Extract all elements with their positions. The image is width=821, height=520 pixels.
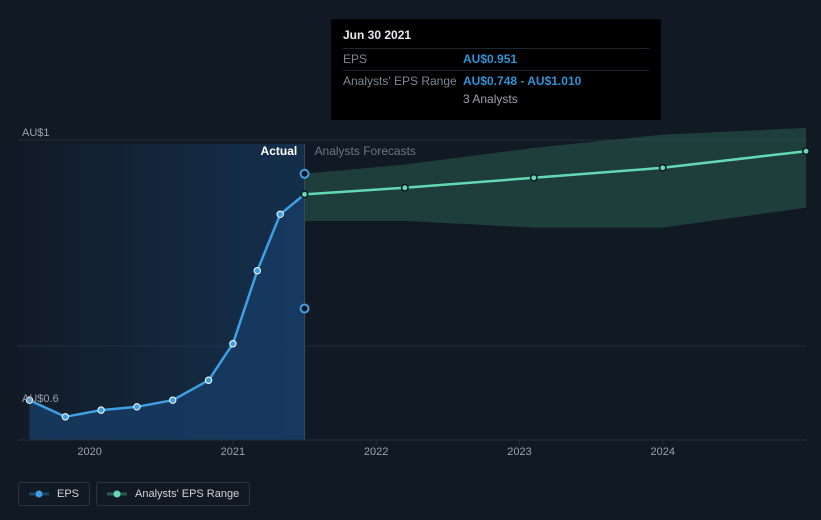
x-axis-tick: 2022	[364, 446, 388, 458]
y-axis-label-top: AU$1	[22, 127, 50, 139]
x-axis-tick: 2021	[221, 446, 245, 458]
x-axis-tick: 2024	[650, 446, 674, 458]
legend-swatch-eps	[29, 490, 49, 498]
tooltip-range-value: AU$0.748 - AU$1.010	[463, 74, 581, 88]
y-axis-label-bottom: AU$0.6	[22, 393, 59, 405]
tooltip-range-sub: 3 Analysts	[463, 91, 649, 108]
legend-item-eps[interactable]: EPS	[18, 482, 90, 506]
tooltip-row-value: AU$0.748 - AU$1.010 3 Analysts	[463, 70, 649, 110]
chart-tooltip: Jun 30 2021 EPS AU$0.951 Analysts' EPS R…	[331, 19, 661, 120]
legend-label: Analysts' EPS Range	[135, 488, 239, 500]
tooltip-row: EPS AU$0.951	[343, 48, 649, 70]
tooltip-date: Jun 30 2021	[343, 27, 649, 44]
chart-legend: EPS Analysts' EPS Range	[18, 482, 250, 506]
section-label-forecast: Analysts Forecasts	[315, 144, 416, 158]
tooltip-row-value: AU$0.951	[463, 48, 649, 70]
x-axis-tick: 2023	[507, 446, 531, 458]
legend-swatch-range	[107, 490, 127, 498]
section-label-actual: Actual	[261, 144, 298, 158]
tooltip-row-label: Analysts' EPS Range	[343, 70, 463, 110]
x-axis-tick: 2020	[77, 446, 101, 458]
tooltip-row-label: EPS	[343, 48, 463, 70]
legend-item-range[interactable]: Analysts' EPS Range	[96, 482, 250, 506]
eps-chart: Jun 30 2021 EPS AU$0.951 Analysts' EPS R…	[0, 0, 821, 520]
tooltip-row: Analysts' EPS Range AU$0.748 - AU$1.010 …	[343, 70, 649, 110]
tooltip-table: EPS AU$0.951 Analysts' EPS Range AU$0.74…	[343, 48, 649, 110]
legend-label: EPS	[57, 488, 79, 500]
